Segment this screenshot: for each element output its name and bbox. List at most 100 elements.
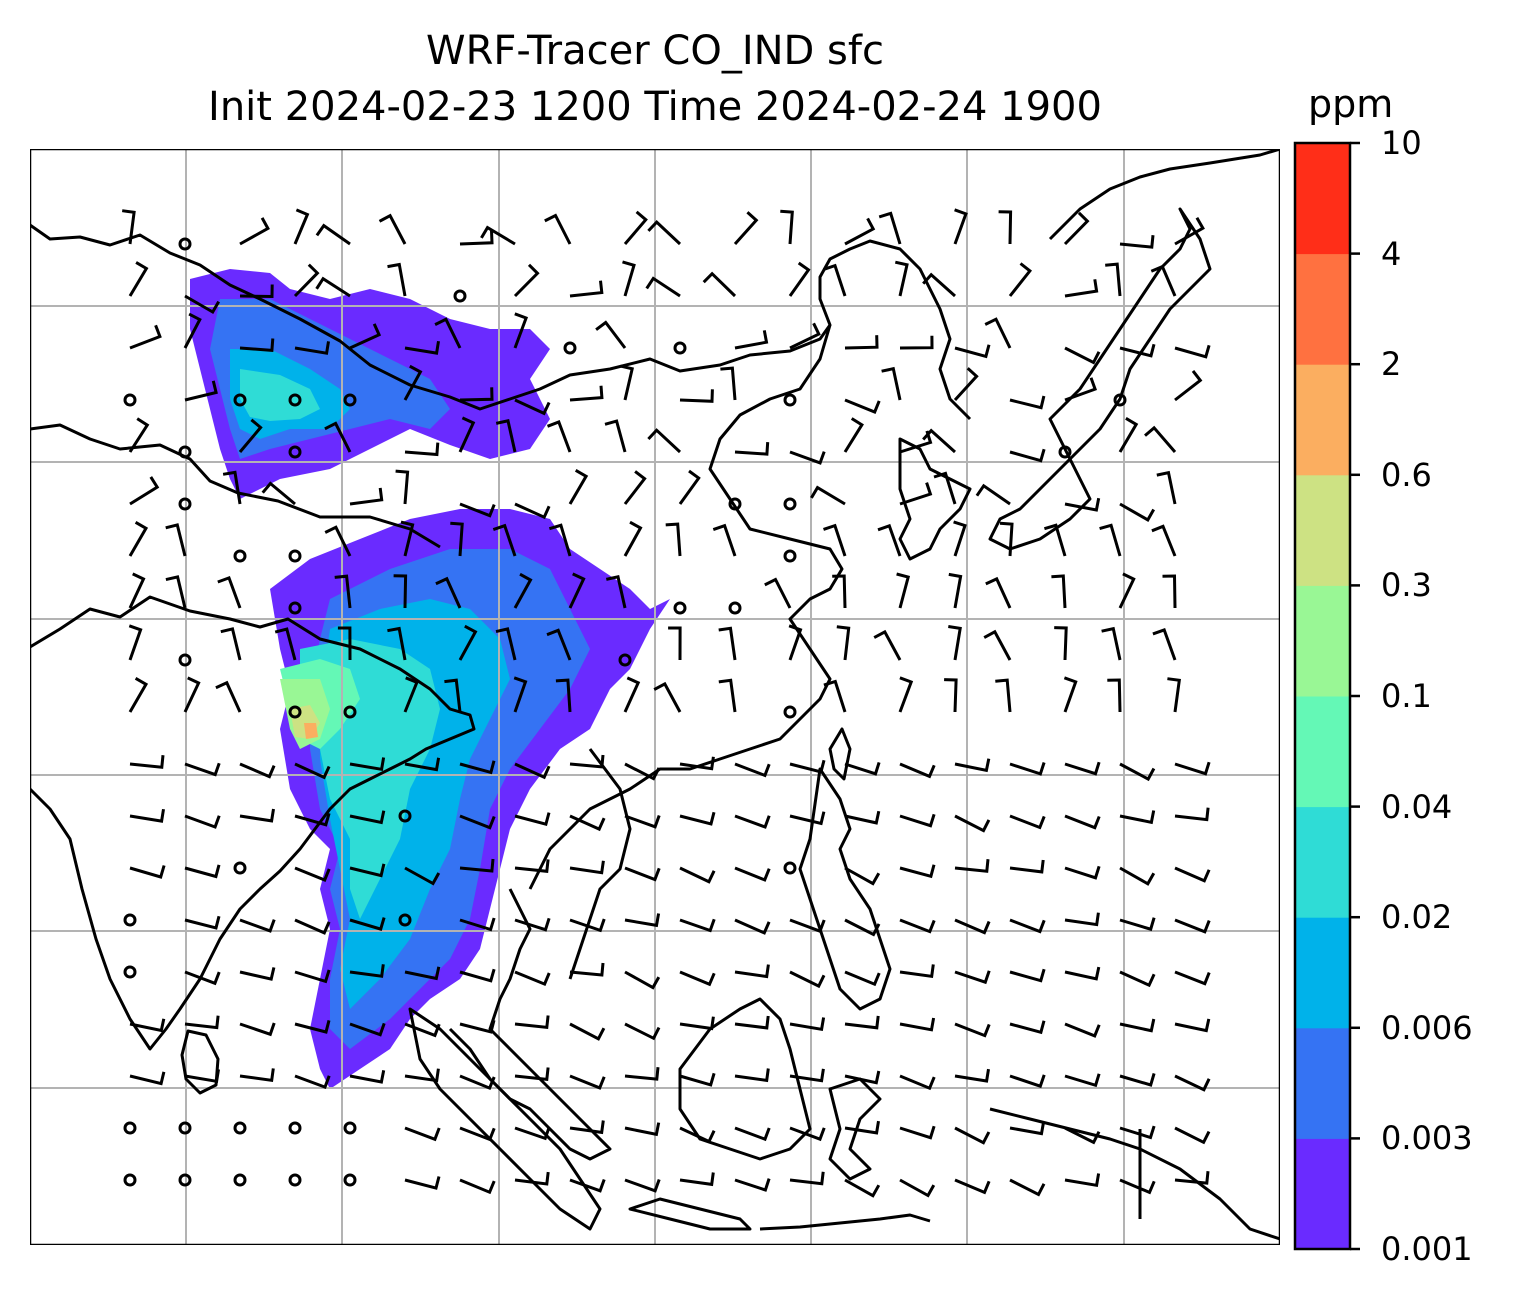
wind-barb	[459, 1126, 496, 1142]
calm-wind-marker	[783, 549, 797, 563]
wind-barb	[294, 969, 331, 984]
wind-barb	[734, 442, 770, 456]
wind-barb	[184, 380, 218, 402]
wind-barb	[1054, 626, 1068, 661]
colorbar-tick-label: 0.003	[1381, 1119, 1473, 1158]
calm-wind-marker	[398, 809, 412, 823]
wind-barb	[546, 420, 572, 453]
wind-barb	[823, 679, 847, 713]
wind-barb	[395, 469, 410, 505]
concentration-contour	[304, 723, 318, 739]
wind-barb	[404, 442, 440, 457]
wind-barb	[1051, 574, 1067, 609]
colorbar-tick-label: 2	[1381, 345, 1402, 384]
wind-barb	[899, 864, 936, 879]
wind-barb	[184, 1015, 220, 1030]
wind-barb	[544, 213, 572, 245]
wind-barb	[622, 260, 636, 297]
wind-barb	[810, 485, 846, 506]
wind-barb	[239, 918, 276, 933]
wind-barb	[944, 678, 958, 713]
calm-wind-marker	[233, 861, 247, 875]
wind-barb	[349, 757, 386, 772]
wind-barb	[569, 814, 606, 832]
wind-barb	[1150, 264, 1177, 297]
wind-barb	[1162, 574, 1177, 609]
wind-barb	[899, 964, 935, 978]
wind-barb	[349, 863, 386, 878]
calm-wind-marker	[1058, 445, 1072, 459]
calm-wind-marker	[178, 1121, 192, 1135]
calm-wind-marker	[453, 289, 467, 303]
wind-barb	[569, 754, 605, 769]
wind-barb	[624, 1178, 661, 1193]
colorbar-band	[1295, 585, 1350, 697]
wind-barb	[896, 572, 911, 609]
wind-barb	[492, 523, 517, 557]
wind-barb	[337, 626, 352, 661]
wind-barb	[780, 209, 794, 245]
wind-barb	[450, 521, 464, 557]
wind-barb	[239, 762, 276, 779]
concentration-contour	[240, 369, 320, 421]
wind-barb	[1119, 343, 1156, 358]
wind-barb	[569, 280, 604, 298]
wind-barb	[647, 428, 682, 454]
wind-barb	[239, 967, 276, 981]
colorbar-tick-label: 0.6	[1381, 455, 1432, 494]
wind-barb	[953, 367, 979, 402]
calm-wind-marker	[178, 1173, 192, 1187]
wind-barb	[1174, 217, 1205, 246]
wind-barb	[1064, 814, 1101, 830]
calm-wind-marker	[288, 393, 302, 407]
wind-barb	[1063, 211, 1090, 246]
wind-barb	[514, 1126, 551, 1141]
wind-barb	[514, 1015, 550, 1030]
calm-wind-marker	[233, 393, 247, 407]
wind-barb	[403, 364, 423, 401]
coastline-java	[628, 1197, 752, 1231]
map-panel[interactable]	[30, 149, 1280, 1245]
wind-barb	[459, 387, 494, 402]
wind-barb	[294, 762, 331, 780]
wind-barb	[623, 676, 641, 713]
wind-barb	[459, 1178, 496, 1195]
wind-barb	[293, 263, 320, 298]
colorbar-tick-label: 0.02	[1381, 898, 1453, 937]
wind-barb	[459, 1019, 496, 1034]
wind-barb	[239, 808, 275, 823]
calm-wind-marker	[123, 1173, 137, 1187]
wind-barb	[459, 968, 496, 983]
wind-barb	[184, 915, 221, 930]
calm-wind-marker	[123, 393, 137, 407]
wind-barb	[898, 676, 914, 713]
wind-barb	[514, 1067, 550, 1082]
wind-barb	[1043, 523, 1067, 557]
calm-wind-marker	[178, 497, 192, 511]
wind-barb	[665, 522, 682, 557]
calm-wind-marker	[288, 445, 302, 459]
wind-barb	[668, 626, 682, 661]
wind-barb	[899, 1125, 936, 1140]
wind-barb	[1119, 866, 1156, 886]
calm-wind-marker	[343, 393, 357, 407]
wind-barb	[514, 917, 551, 932]
wind-barb	[513, 263, 540, 298]
wind-barb	[294, 866, 331, 882]
wind-barb	[387, 626, 407, 661]
wind-barb	[948, 625, 962, 661]
wind-barb	[404, 340, 440, 355]
wind-barb	[844, 761, 881, 776]
wind-barb	[129, 755, 165, 769]
wind-barb	[1119, 1178, 1156, 1195]
calm-wind-marker	[288, 601, 302, 615]
calm-wind-marker	[123, 913, 137, 927]
wind-barb	[128, 417, 150, 453]
wind-barb	[404, 757, 441, 772]
wind-barb	[294, 1074, 331, 1090]
wind-barb	[495, 419, 517, 453]
map-title: WRF-Tracer CO_IND sfc	[426, 28, 884, 74]
wind-barb	[459, 1074, 496, 1091]
wind-barb	[1119, 970, 1156, 988]
wind-barb	[624, 814, 661, 829]
